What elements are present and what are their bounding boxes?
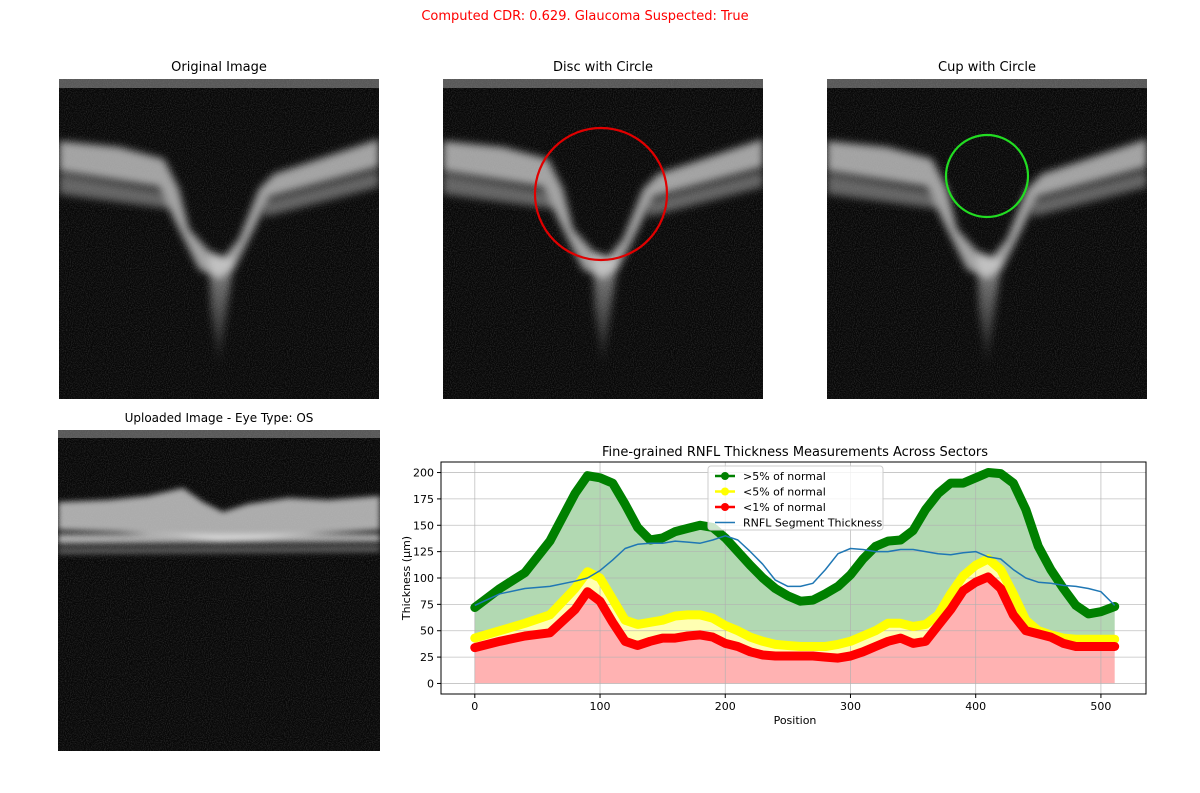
chart-title: Fine-grained RNFL Thickness Measurements…	[602, 445, 988, 460]
x-tick-label: 400	[965, 700, 986, 713]
uploaded-image-title: Uploaded Image - Eye Type: OS	[124, 411, 314, 425]
fill-above-5pct	[474, 472, 1115, 647]
y-tick-label: 75	[420, 598, 434, 611]
y-axis-label: Thickness (μm)	[400, 536, 413, 621]
y-tick-label: 125	[413, 546, 434, 559]
legend-label: <5% of normal	[743, 486, 826, 499]
y-tick-label: 200	[413, 467, 434, 480]
original-image-title: Original Image	[171, 60, 267, 75]
fill-1-to-5pct	[474, 559, 1115, 659]
series-line-below-1pct	[470, 572, 1120, 663]
disc-image-title: Disc with Circle	[553, 60, 653, 75]
x-tick-label: 0	[471, 700, 478, 713]
uploaded-oct-scan	[58, 430, 380, 751]
series-line-above-5pct	[470, 468, 1120, 619]
disc-oct-scan	[443, 79, 763, 399]
y-tick-label: 100	[413, 572, 434, 585]
cdr-result-title: Computed CDR: 0.629. Glaucoma Suspected:…	[421, 9, 749, 24]
legend-label: RNFL Segment Thickness	[743, 517, 882, 530]
x-axis-label: Position	[774, 714, 817, 727]
legend-box	[707, 465, 884, 531]
legend-marker	[721, 503, 729, 511]
optic-cup-circle	[944, 133, 1030, 219]
legend-label: <1% of normal	[743, 501, 826, 514]
y-tick-label: 50	[420, 625, 434, 638]
series-line-below-5pct	[470, 554, 1120, 651]
x-tick-label: 100	[590, 700, 611, 713]
legend-label: >5% of normal	[743, 470, 826, 483]
y-tick-label: 0	[427, 677, 434, 690]
x-tick-label: 200	[715, 700, 736, 713]
series-line-rnfl-thickness	[474, 535, 1116, 607]
legend-marker	[721, 487, 729, 496]
x-tick-label: 500	[1090, 700, 1111, 713]
original-oct-scan	[59, 79, 379, 399]
cup-image-title: Cup with Circle	[938, 60, 1036, 75]
x-tick-label: 300	[840, 700, 861, 713]
y-tick-label: 175	[413, 493, 434, 506]
rnfl-thickness-chart: Fine-grained RNFL Thickness Measurements…	[400, 445, 1147, 727]
cup-oct-scan	[827, 79, 1147, 399]
optic-disc-circle	[533, 126, 669, 262]
legend-marker	[721, 472, 729, 480]
y-tick-label: 150	[413, 519, 434, 532]
y-tick-label: 25	[420, 651, 434, 664]
